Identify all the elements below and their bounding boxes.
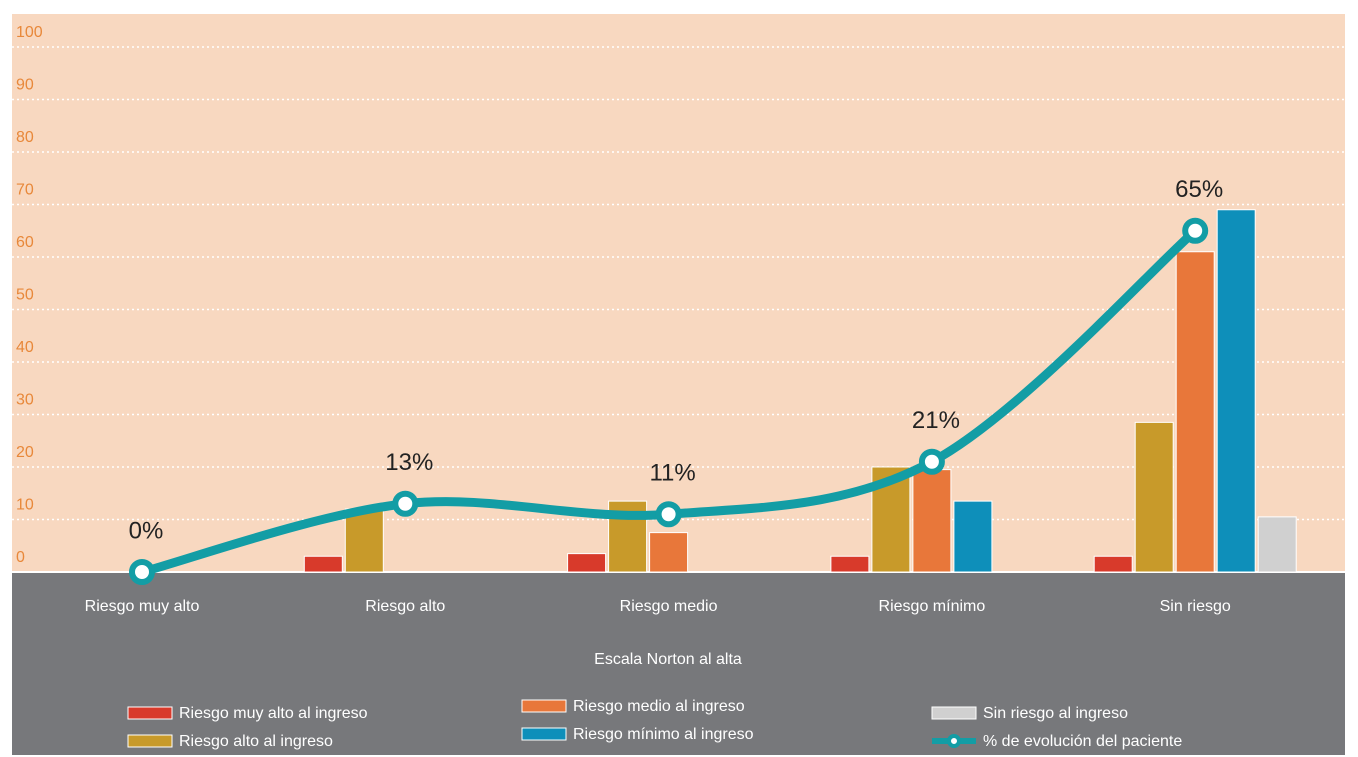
y-tick-label: 80 — [16, 129, 34, 146]
x-tick-label: Riesgo mínimo — [879, 598, 986, 615]
x-axis-title: Escala Norton al alta — [594, 651, 742, 668]
data-label: 21% — [912, 407, 960, 434]
legend-swatch — [127, 706, 173, 720]
bar — [1257, 516, 1297, 573]
line-marker — [1182, 217, 1209, 244]
x-tick-label: Sin riesgo — [1160, 598, 1231, 615]
x-tick-label: Riesgo medio — [620, 598, 718, 615]
y-tick-label: 40 — [16, 339, 34, 356]
legend-swatch — [931, 706, 977, 720]
y-tick-label: 30 — [16, 392, 34, 409]
bar — [344, 508, 384, 573]
bar — [912, 469, 952, 573]
legend-label: Riesgo mínimo al ingreso — [573, 726, 754, 743]
legend-label: Sin riesgo al ingreso — [983, 705, 1128, 722]
x-tick-label: Riesgo alto — [365, 598, 445, 615]
plot-area — [12, 14, 1345, 572]
bar — [1134, 421, 1174, 573]
data-label: 65% — [1175, 176, 1223, 203]
data-label: 13% — [385, 449, 433, 476]
line-marker — [655, 501, 682, 528]
y-tick-label: 70 — [16, 182, 34, 199]
legend-label: Riesgo alto al ingreso — [179, 733, 333, 750]
bar — [1093, 555, 1133, 573]
legend-label: % de evolución del paciente — [983, 733, 1182, 750]
bar — [649, 532, 689, 573]
y-tick-label: 10 — [16, 497, 34, 514]
y-tick-label: 20 — [16, 444, 34, 461]
y-tick-label: 0 — [16, 549, 25, 566]
bar — [830, 555, 870, 573]
line-marker — [918, 448, 945, 475]
bar — [1216, 209, 1256, 573]
legend-swatch — [947, 734, 961, 748]
legend-label: Riesgo muy alto al ingreso — [179, 705, 368, 722]
legend-swatch — [521, 699, 567, 713]
y-tick-label: 90 — [16, 77, 34, 94]
bar — [303, 555, 343, 573]
legend-swatch — [521, 727, 567, 741]
y-tick-label: 100 — [16, 24, 43, 41]
y-tick-label: 60 — [16, 234, 34, 251]
data-label: 0% — [129, 517, 164, 544]
legend-swatch — [127, 734, 173, 748]
bar — [567, 553, 607, 573]
y-tick-label: 50 — [16, 287, 34, 304]
legend-label: Riesgo medio al ingreso — [573, 698, 745, 715]
axis-panel — [12, 572, 1345, 755]
bar — [1175, 251, 1215, 573]
x-tick-label: Riesgo muy alto — [85, 598, 200, 615]
bar — [953, 500, 993, 573]
line-marker — [129, 559, 155, 585]
data-label: 11% — [649, 460, 695, 487]
line-marker — [392, 490, 419, 517]
